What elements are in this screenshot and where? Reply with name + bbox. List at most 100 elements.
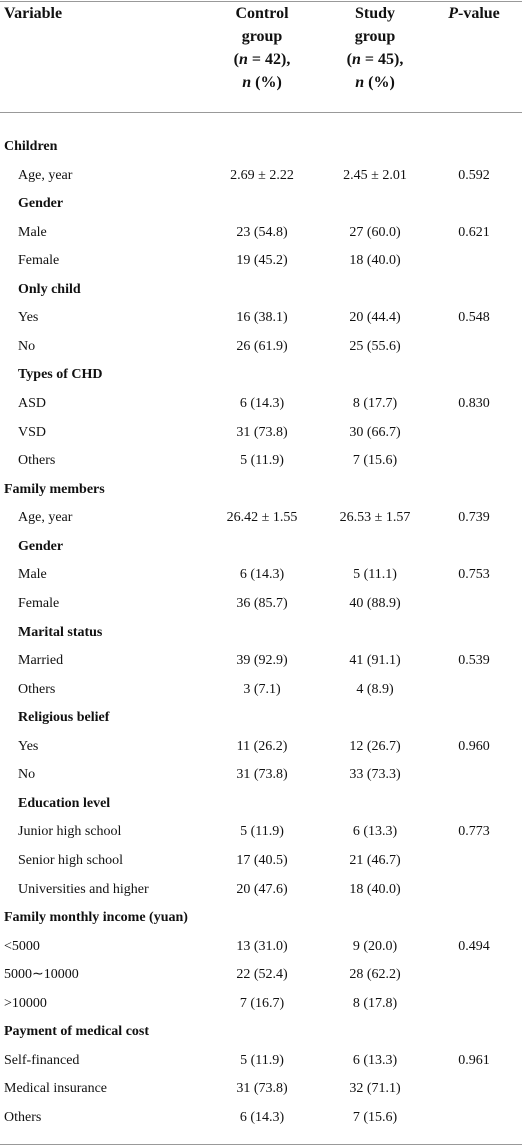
table-cell: 28 (62.2): [349, 967, 401, 983]
row-label: Junior high school: [18, 824, 122, 840]
table-cell: 21 (46.7): [349, 853, 401, 868]
table-cell: 0.739: [458, 510, 490, 526]
table-cell: 2.45 ± 2.01: [343, 167, 407, 183]
table-cell: 36 (85.7): [236, 595, 288, 611]
row-label: Self-financed: [4, 1052, 80, 1068]
bottom-rule: [0, 1144, 522, 1145]
header-text: (%): [364, 74, 395, 91]
header-text: n: [238, 51, 248, 68]
table-cell: 0.830: [458, 396, 490, 412]
row-heading: Family members: [4, 481, 105, 497]
table-cell: 25 (55.6): [349, 338, 401, 354]
table-cell: 6 (14.3): [239, 396, 285, 412]
row-label: Age, year: [18, 167, 73, 183]
table-cell: 23 (54.8): [236, 224, 288, 240]
row-label: Others: [4, 1110, 42, 1126]
row-label: <5000: [4, 938, 40, 954]
table-cell: 5 (11.1): [353, 567, 397, 583]
table-cell: 9 (20.0): [352, 938, 398, 954]
header-line: (n = 42),: [202, 49, 322, 71]
table-cell: 20 (44.4): [349, 310, 401, 326]
row-label: ASD: [18, 396, 47, 412]
header-text: = 45),: [360, 51, 404, 68]
table-cell: 7 (16.7): [239, 995, 285, 1011]
header-text: Study: [354, 5, 396, 22]
table-cell: 30 (66.7): [349, 424, 401, 440]
header-text: (: [346, 51, 352, 68]
row-label: >10000: [4, 995, 47, 1011]
top-rule: [0, 1, 522, 2]
table-cell: 4 (8.9): [356, 681, 394, 697]
row-label: Female: [18, 595, 60, 611]
header-text: n: [242, 74, 252, 91]
header-line: group: [315, 26, 435, 48]
row-heading: Types of CHD: [18, 367, 103, 383]
header-text: Variable: [4, 5, 63, 22]
table-cell: 26 (61.9): [236, 338, 288, 354]
table-cell: 0.960: [458, 738, 490, 754]
table-cell: 6 (13.3): [352, 824, 398, 840]
table-cell: 7 (15.6): [352, 453, 398, 469]
row-label: Married: [18, 653, 64, 669]
row-label: Others: [18, 681, 56, 697]
header-text: n: [351, 51, 361, 68]
table-cell: 6 (14.3): [239, 1110, 285, 1126]
row-label: Yes: [18, 310, 39, 326]
table-cell: 0.539: [458, 653, 490, 669]
row-label: Female: [18, 253, 60, 269]
header-line: P-value: [414, 3, 522, 25]
table-cell: 6 (14.3): [239, 567, 285, 583]
header-line: n (%): [315, 72, 435, 94]
table-cell: 5 (11.9): [240, 824, 284, 840]
table-cell: 2.69 ± 2.22: [230, 167, 294, 183]
row-label: Yes: [18, 738, 39, 754]
header-line: n (%): [202, 72, 322, 94]
header-line: Control: [202, 3, 322, 25]
header-line: group: [202, 26, 322, 48]
table-cell: 20 (47.6): [236, 881, 288, 897]
row-heading: Marital status: [18, 624, 103, 640]
header-text: group: [354, 28, 396, 45]
table-cell: 17 (40.5): [236, 853, 288, 868]
table-cell: 11 (26.2): [236, 738, 288, 754]
table-cell: 31 (73.8): [236, 767, 288, 783]
row-heading: Payment of medical cost: [4, 1024, 150, 1040]
table-cell: 26.53 ± 1.57: [339, 510, 411, 526]
table-cell: 12 (26.7): [349, 738, 401, 754]
table-cell: 0.961: [458, 1052, 490, 1068]
header-text: = 42),: [247, 51, 291, 68]
header-line: Variable: [4, 3, 62, 25]
row-heading: Gender: [18, 196, 64, 212]
row-label: No: [18, 338, 36, 354]
row-heading: Religious belief: [18, 710, 110, 726]
row-label: Age, year: [18, 510, 73, 526]
header-rule: [0, 112, 522, 113]
header-text: group: [241, 28, 283, 45]
table-cell: 26.42 ± 1.55: [226, 510, 298, 526]
table-cell: 41 (91.1): [349, 653, 401, 669]
table-cell: 19 (45.2): [236, 253, 288, 269]
header-text: -value: [458, 5, 500, 22]
table-cell: 0.592: [458, 167, 490, 183]
table-cell: 0.548: [458, 310, 490, 326]
header-text: (: [233, 51, 239, 68]
header-line: (n = 45),: [315, 49, 435, 71]
table-cell: 18 (40.0): [349, 253, 401, 269]
table-cell: 5 (11.9): [240, 453, 284, 469]
table-cell: 6 (13.3): [352, 1052, 398, 1068]
table-cell: 22 (52.4): [236, 967, 288, 983]
table-cell: 0.494: [458, 938, 490, 954]
row-label: No: [18, 767, 36, 783]
row-label: Medical insurance: [4, 1081, 108, 1097]
table-cell: 40 (88.9): [349, 595, 401, 611]
row-label: Others: [18, 453, 56, 469]
row-heading: Gender: [18, 538, 64, 554]
row-heading: Only child: [18, 281, 81, 297]
table-cell: 39 (92.9): [236, 653, 288, 669]
table-cell: 7 (15.6): [352, 1110, 398, 1126]
header-text: P: [448, 5, 458, 22]
row-label: Male: [18, 567, 47, 583]
header-text: (%): [251, 74, 282, 91]
row-label: 5000∼10000: [4, 967, 79, 983]
